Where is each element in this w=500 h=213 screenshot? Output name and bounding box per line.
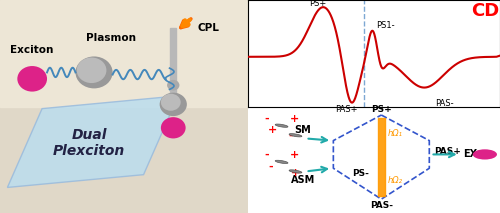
Text: PS+: PS+ (371, 105, 392, 114)
Text: CD: CD (470, 2, 499, 20)
Text: hΩ₁: hΩ₁ (388, 129, 402, 138)
Circle shape (161, 94, 180, 111)
Bar (378, 118, 385, 196)
Circle shape (76, 58, 106, 83)
Text: PS1-: PS1- (376, 21, 395, 30)
Ellipse shape (289, 170, 302, 173)
Text: +: + (290, 150, 299, 160)
Text: Dual
Plexciton: Dual Plexciton (53, 128, 125, 158)
Circle shape (167, 80, 179, 91)
Ellipse shape (275, 124, 288, 127)
Text: CPL: CPL (198, 23, 220, 33)
Circle shape (76, 56, 112, 88)
Circle shape (472, 149, 497, 160)
Circle shape (160, 93, 187, 116)
Text: PAS-: PAS- (370, 201, 393, 210)
Ellipse shape (275, 160, 288, 164)
Text: -: - (264, 150, 269, 160)
Polygon shape (8, 96, 178, 187)
Text: +: + (268, 125, 278, 135)
Ellipse shape (289, 134, 302, 137)
Text: PAS-: PAS- (435, 99, 454, 108)
Text: PAS+: PAS+ (434, 147, 461, 156)
Bar (169, 94, 178, 97)
Text: PAS+: PAS+ (334, 105, 357, 114)
FancyArrowPatch shape (182, 20, 190, 26)
Bar (0, 0, 248, 106)
Circle shape (161, 117, 186, 138)
Text: Exciton: Exciton (10, 45, 54, 55)
Text: EX: EX (464, 150, 477, 159)
Text: PS-: PS- (352, 169, 368, 178)
Bar (170, 28, 176, 96)
Text: +: + (290, 114, 299, 124)
Text: ASM: ASM (291, 175, 315, 185)
Text: +: + (291, 168, 300, 178)
Text: PS+: PS+ (310, 0, 327, 8)
Text: -: - (288, 131, 292, 141)
Text: SM: SM (294, 125, 312, 135)
Circle shape (18, 66, 47, 92)
Text: hΩ₂: hΩ₂ (388, 176, 402, 185)
Text: Plasmon: Plasmon (86, 33, 136, 43)
Text: -: - (264, 114, 269, 124)
Text: -: - (268, 161, 272, 171)
